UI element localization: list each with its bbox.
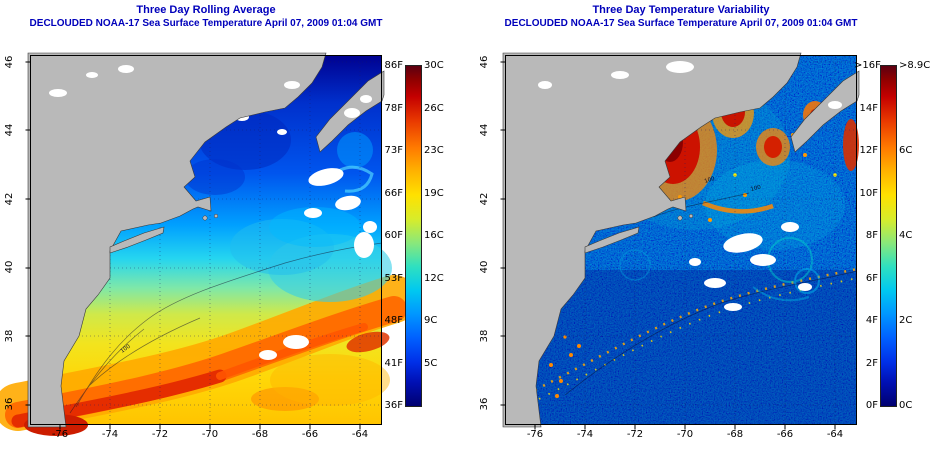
colorbar-tick-c: 12C — [424, 273, 444, 284]
colorbar-tick-c: 5C — [424, 358, 438, 369]
x-tick-label: -72 — [626, 429, 644, 440]
y-tick-label: 46 — [479, 55, 490, 69]
contour-label: 100 — [750, 184, 762, 192]
colorbar-tick-c: 4C — [899, 230, 913, 241]
x-tick-label: -70 — [201, 429, 219, 440]
sst-map-svg: 100 — [0, 52, 418, 436]
x-tick-label: -74 — [101, 429, 119, 440]
colorbar-tick-f: 12F — [859, 145, 878, 156]
colorbar-tick-c: 23C — [424, 145, 444, 156]
colorbar-tick-f: 48F — [384, 315, 403, 326]
y-tick-label: 36 — [479, 397, 490, 411]
x-tick-label: -64 — [826, 429, 844, 440]
panel-subtitle: DECLOUDED NOAA-17 Sea Surface Temperatur… — [29, 18, 383, 29]
colorbar-tick-c: >8.9C — [899, 60, 931, 71]
colorbar-tick-f: 60F — [384, 230, 403, 241]
colorbar-tick-c: 30C — [424, 60, 444, 71]
colorbar-tick-f: 73F — [384, 145, 403, 156]
depth-contours — [564, 192, 858, 396]
cloud-patches — [689, 222, 812, 311]
colorbar — [880, 65, 897, 407]
panel-variability: Three Day Temperature Variability DECLOU… — [475, 0, 950, 475]
colorbar-tick-c: 19C — [424, 188, 444, 199]
panel-rolling-average: Three Day Rolling Average DECLOUDED NOAA… — [0, 4, 444, 440]
cloud-patches-over-land — [49, 65, 372, 118]
x-tick-label: -66 — [301, 429, 319, 440]
colorbar-tick-c: 6C — [899, 145, 913, 156]
colorbar — [405, 65, 422, 407]
x-tick-label: -76 — [51, 429, 69, 440]
y-tick-label: 38 — [4, 329, 15, 343]
y-tick-label: 40 — [479, 260, 490, 274]
shelf-edge-speckle — [534, 267, 858, 400]
y-tick-label: 36 — [4, 397, 15, 411]
colorbar-tick-c: 2C — [899, 315, 913, 326]
colorbar-tick-f: 53F — [384, 273, 403, 284]
colorbar-tick-c: 0C — [899, 400, 913, 411]
y-tick-label: 46 — [4, 55, 15, 69]
variability-map: 100 100 — [500, 52, 860, 430]
colorbar-tick-c: 16C — [424, 230, 444, 241]
nearshore-speckle — [549, 335, 581, 398]
y-tick-label: 42 — [4, 192, 15, 206]
colorbar-tick-f: 14F — [859, 103, 878, 114]
x-tick-label: -66 — [776, 429, 794, 440]
colorbar-tick-f: 10F — [859, 188, 878, 199]
contour-label: 100 — [704, 176, 716, 185]
colorbar-tick-f: 8F — [865, 230, 878, 241]
colorbar-tick-f: 36F — [384, 400, 403, 411]
panel-title: Three Day Temperature Variability — [592, 4, 770, 16]
x-tick-label: -70 — [676, 429, 694, 440]
sst-map: 100 — [0, 52, 418, 436]
y-tick-label: 44 — [4, 123, 15, 137]
colorbar-tick-f: 0F — [865, 400, 878, 411]
x-tick-label: -68 — [726, 429, 744, 440]
x-tick-label: -76 — [526, 429, 544, 440]
colorbar-tick-f: 4F — [865, 315, 878, 326]
map-border — [505, 55, 857, 425]
panel-subtitle: DECLOUDED NOAA-17 Sea Surface Temperatur… — [504, 18, 858, 29]
colorbar-tick-f: 41F — [384, 358, 403, 369]
variability-map-svg: 100 100 — [500, 52, 860, 430]
colorbar-tick-f: 86F — [384, 60, 403, 71]
colorbar-tick-f: 6F — [865, 273, 878, 284]
y-tick-label: 40 — [4, 260, 15, 274]
colorbar-tick-c: 9C — [424, 315, 438, 326]
x-tick-label: -74 — [576, 429, 594, 440]
temperature-contours — [69, 242, 383, 414]
colorbar-tick-f: 2F — [865, 358, 878, 369]
colorbar-tick-f: 66F — [384, 188, 403, 199]
colorbar-tick-c: 26C — [424, 103, 444, 114]
map-border — [30, 55, 382, 425]
x-tick-label: -72 — [151, 429, 169, 440]
panel-title: Three Day Rolling Average — [136, 4, 276, 16]
y-tick-label: 42 — [479, 192, 490, 206]
colorbar-tick-f: 78F — [384, 103, 403, 114]
y-tick-label: 44 — [479, 123, 490, 137]
contour-label: 100 — [120, 343, 132, 354]
x-tick-label: -64 — [351, 429, 369, 440]
cloud-patches-over-land — [538, 61, 842, 109]
x-tick-label: -68 — [251, 429, 269, 440]
colorbar-tick-f: >16F — [854, 60, 881, 71]
y-tick-label: 38 — [479, 329, 490, 343]
